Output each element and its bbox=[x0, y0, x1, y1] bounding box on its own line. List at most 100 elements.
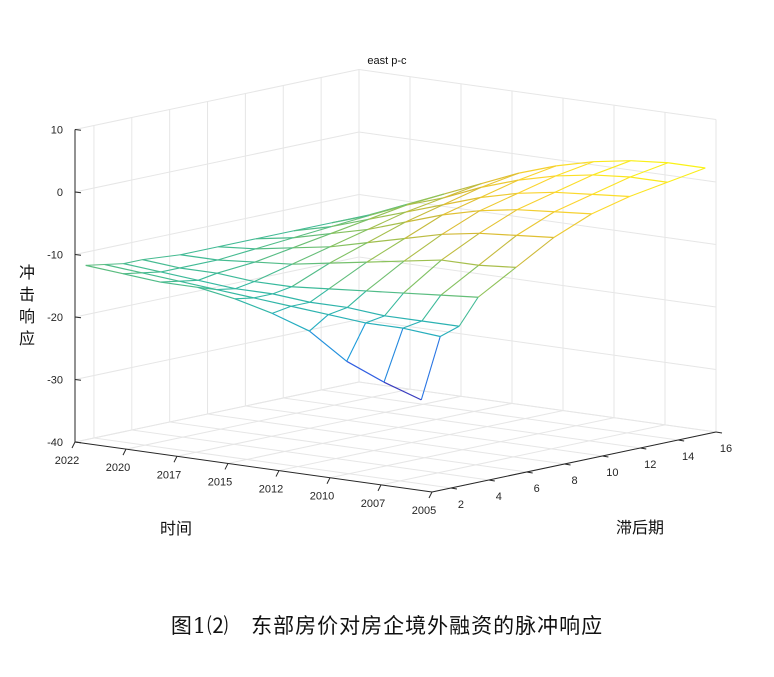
surface-series-line bbox=[592, 193, 630, 198]
surface-series-line bbox=[197, 286, 236, 300]
z-tick-mark bbox=[74, 316, 82, 319]
surface-series-line bbox=[142, 259, 180, 269]
surface-series-line bbox=[123, 263, 161, 273]
surface-series-line bbox=[367, 237, 405, 244]
chart-title: east p-c bbox=[367, 55, 407, 67]
surface-series-line bbox=[479, 209, 518, 212]
surface-series-line bbox=[104, 263, 143, 274]
surface-edge bbox=[235, 281, 255, 290]
surface-series-line bbox=[368, 211, 406, 220]
grid-line bbox=[74, 381, 717, 443]
surface-edge bbox=[272, 286, 292, 295]
surface-edge bbox=[328, 261, 368, 290]
surface-series-line bbox=[442, 210, 480, 216]
surface-edge bbox=[328, 306, 348, 316]
surface-series-line bbox=[383, 381, 422, 401]
y-tick-mark bbox=[526, 471, 533, 474]
surface-series-line bbox=[330, 228, 369, 235]
x-tick-label: 2005 bbox=[412, 505, 436, 517]
surface-edge bbox=[309, 288, 330, 303]
surface-series-line bbox=[331, 214, 370, 224]
surface-edge bbox=[554, 193, 593, 213]
surface-series-line bbox=[444, 182, 482, 195]
surface-series-line bbox=[309, 330, 348, 362]
surface-edge bbox=[160, 267, 180, 273]
grid-line bbox=[320, 77, 679, 441]
surface-series-line bbox=[384, 315, 422, 322]
x-tick-label: 2012 bbox=[259, 484, 283, 496]
surface-series-line bbox=[518, 175, 556, 181]
surface-series-line bbox=[272, 293, 311, 303]
z-axis-label: 冲击响应 bbox=[19, 263, 35, 348]
surface-edge bbox=[292, 246, 331, 265]
y-tick-mark bbox=[715, 431, 723, 434]
surface-series-line bbox=[405, 214, 443, 223]
surface-edge bbox=[218, 238, 257, 248]
surface-edge bbox=[442, 186, 482, 206]
surface-mesh bbox=[85, 160, 706, 401]
surface-edge bbox=[458, 296, 479, 327]
surface-edge bbox=[366, 238, 405, 263]
surface-series-line bbox=[292, 246, 331, 249]
y-tick-mark bbox=[564, 463, 571, 466]
surface-edge bbox=[234, 297, 254, 300]
surface-series-line bbox=[480, 179, 519, 188]
surface-edge bbox=[441, 232, 480, 261]
surface-series-line bbox=[328, 288, 367, 292]
surface-series-line bbox=[293, 226, 332, 232]
z-tick-label: -10 bbox=[47, 250, 63, 262]
y-tick-mark bbox=[640, 447, 647, 450]
surface-edge bbox=[122, 272, 142, 275]
surface-edge bbox=[290, 301, 311, 307]
y-tick-label: 6 bbox=[534, 483, 540, 495]
surface-series-line bbox=[218, 246, 256, 250]
surface-edge bbox=[405, 197, 444, 213]
surface-series-line bbox=[271, 312, 310, 332]
surface-series-line bbox=[441, 259, 479, 266]
surface-edge bbox=[329, 228, 369, 248]
surface-series-line bbox=[331, 218, 369, 228]
surface-edge bbox=[330, 218, 369, 235]
x-axis-label: 时间 bbox=[160, 519, 192, 538]
surface-series-line bbox=[85, 264, 124, 275]
z-tick-label: -30 bbox=[47, 375, 63, 387]
surface-edge bbox=[180, 246, 219, 256]
surface-series-line bbox=[328, 313, 366, 324]
surface-edge bbox=[293, 222, 332, 232]
surface-edge bbox=[255, 237, 294, 250]
surface-series-line bbox=[293, 232, 331, 239]
x-axis-line bbox=[74, 441, 433, 493]
surface-series-line bbox=[141, 272, 180, 282]
x-tick-label: 2020 bbox=[106, 462, 130, 474]
surface-series-line bbox=[365, 322, 404, 329]
y-tick-label: 16 bbox=[720, 443, 732, 455]
surface-edge bbox=[331, 214, 370, 228]
z-tick-mark bbox=[74, 191, 82, 194]
surface-series-line bbox=[480, 192, 518, 199]
x-tick-mark bbox=[275, 470, 280, 477]
surface-series-line bbox=[592, 174, 631, 178]
surface-edge bbox=[515, 237, 555, 268]
surface-edge bbox=[477, 266, 517, 298]
y-tick-mark bbox=[488, 479, 495, 482]
surface-edge bbox=[403, 259, 442, 294]
surface-series-line bbox=[402, 327, 441, 338]
surface-series-line bbox=[291, 286, 329, 290]
surface-edge bbox=[517, 175, 556, 194]
surface-edge bbox=[592, 160, 631, 176]
surface-edge bbox=[383, 327, 404, 383]
surface-series-line bbox=[216, 272, 255, 283]
surface-edge bbox=[629, 181, 668, 198]
surface-edge bbox=[291, 262, 330, 288]
surface-series-line bbox=[593, 160, 631, 163]
y-tick-label: 14 bbox=[682, 451, 694, 463]
surface-edge bbox=[179, 279, 199, 282]
surface-edge bbox=[516, 191, 556, 211]
surface-series-line bbox=[421, 320, 460, 327]
x-tick-label: 2010 bbox=[310, 491, 334, 503]
surface-edge bbox=[179, 259, 218, 269]
surface-series-line bbox=[478, 264, 516, 268]
surface-edge bbox=[253, 293, 273, 299]
z-tick-mark bbox=[74, 129, 82, 131]
y-tick-label: 2 bbox=[458, 499, 464, 511]
